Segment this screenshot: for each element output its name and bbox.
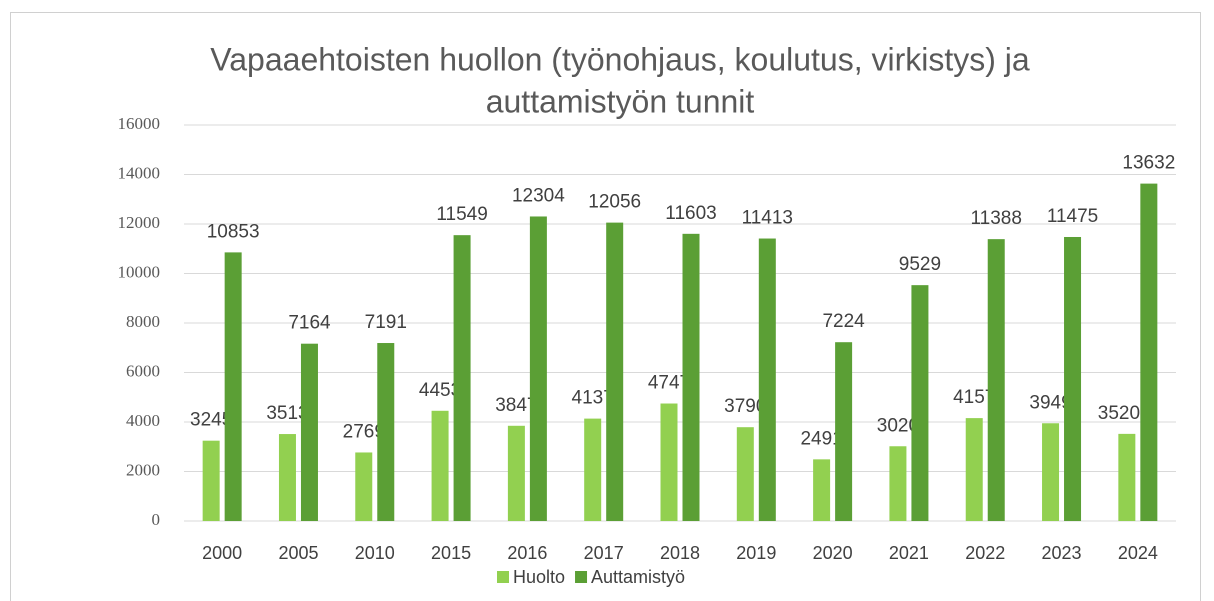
bar: [911, 285, 929, 521]
data-label: 11388: [971, 208, 1022, 229]
x-tick-label: 2016: [507, 543, 547, 563]
y-tick-label: 2000: [126, 460, 160, 479]
y-tick-label: 12000: [118, 213, 161, 232]
data-label: 11413: [742, 208, 793, 229]
bar: [584, 418, 602, 521]
y-tick-label: 6000: [126, 361, 160, 380]
data-label: 3847: [495, 395, 537, 416]
bar: [202, 440, 220, 521]
data-label: 7224: [822, 311, 865, 332]
bar: [355, 452, 373, 521]
x-tick-label: 2000: [202, 543, 242, 563]
x-tick-label: 2017: [584, 543, 624, 563]
legend-swatch: [497, 571, 509, 583]
bar: [889, 446, 907, 521]
data-label: 3245: [190, 410, 232, 431]
bar: [453, 235, 471, 522]
x-tick-label: 2021: [889, 543, 929, 563]
bar: [758, 238, 776, 521]
x-tick-label: 2018: [660, 543, 700, 563]
y-tick-label: 4000: [126, 411, 160, 430]
x-tick-label: 2005: [278, 543, 318, 563]
x-tick-label: 2022: [965, 543, 1005, 563]
data-label: 11603: [665, 203, 716, 224]
bar: [736, 427, 754, 521]
legend-label: Auttamistyö: [591, 567, 685, 587]
y-tick-label: 14000: [118, 163, 161, 182]
y-tick-label: 10000: [118, 262, 161, 281]
x-tick-label: 2020: [813, 543, 853, 563]
x-tick-label: 2010: [355, 543, 395, 563]
legend-label: Huolto: [513, 567, 565, 587]
data-label: 9529: [899, 254, 941, 275]
bar: [507, 425, 525, 521]
bar: [1064, 236, 1082, 521]
data-label: 2769: [343, 421, 385, 442]
x-tick-label: 2015: [431, 543, 471, 563]
data-label: 3949: [1029, 392, 1071, 413]
data-label: 3020: [877, 415, 919, 436]
bar: [682, 233, 700, 521]
data-label: 13632: [1122, 153, 1175, 174]
x-tick-label: 2019: [736, 543, 776, 563]
bar: [224, 252, 242, 521]
bar: [987, 239, 1005, 521]
bar: [1118, 433, 1136, 521]
data-label: 3790: [724, 396, 766, 417]
data-label: 10853: [207, 221, 260, 242]
legend-swatch: [575, 571, 588, 583]
data-label: 7191: [365, 312, 407, 333]
y-tick-label: 16000: [118, 114, 161, 133]
bar: [813, 459, 831, 521]
bar: [965, 418, 983, 521]
data-label: 3513: [266, 403, 308, 424]
bar: [278, 434, 296, 521]
data-label: 11475: [1047, 206, 1098, 227]
data-label: 4137: [572, 388, 614, 409]
chart-title: Vapaaehtoisten huollon (työnohjaus, koul…: [210, 41, 1030, 77]
data-label: 2491: [800, 428, 842, 449]
data-label: 7164: [288, 313, 331, 334]
bar: [606, 222, 624, 521]
y-tick-label: 8000: [126, 312, 160, 331]
bar: [529, 216, 547, 521]
bar: [300, 343, 318, 521]
bar: [835, 342, 853, 521]
data-label: 12056: [588, 192, 641, 213]
x-tick-label: 2024: [1118, 543, 1158, 563]
bar: [431, 410, 449, 521]
data-label: 4747: [648, 373, 690, 394]
chart-title: auttamistyön tunnit: [486, 83, 755, 119]
data-label: 12304: [512, 185, 565, 206]
data-label: 4453: [419, 380, 461, 401]
data-label: 11549: [436, 204, 487, 225]
x-tick-label: 2023: [1042, 543, 1082, 563]
bar: [1042, 423, 1060, 521]
data-label: 4157: [953, 387, 995, 408]
y-tick-label: 0: [152, 510, 161, 529]
bar: [1140, 183, 1158, 521]
bar: [377, 343, 395, 521]
bar: [660, 403, 678, 521]
